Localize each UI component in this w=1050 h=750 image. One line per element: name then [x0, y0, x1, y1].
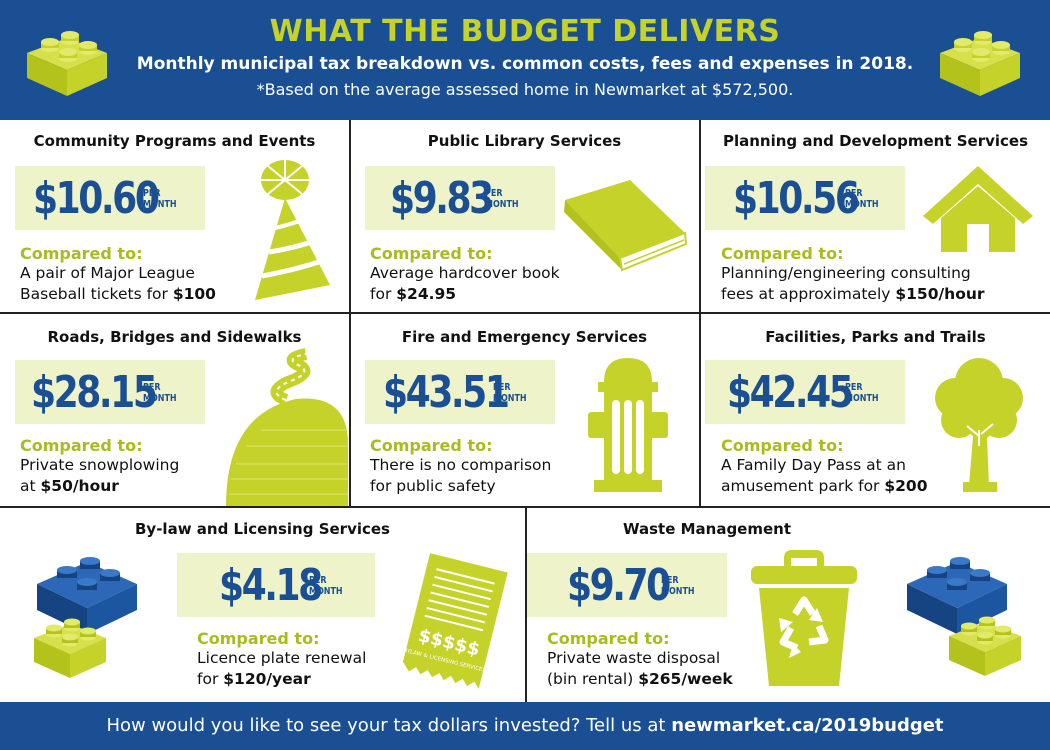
per-month-label: PER MONTH [845, 188, 879, 210]
divider [699, 120, 701, 508]
card-title: Planning and Development Services [722, 132, 1029, 150]
card-title: Facilities, Parks and Trails [765, 328, 986, 346]
compared-label: Compared to: [20, 436, 143, 455]
comparison-text: There is no comparison for public safety [370, 456, 552, 495]
page-subtitle: Monthly municipal tax breakdown vs. comm… [136, 54, 914, 74]
monthly-amount: $43.51 [383, 367, 510, 418]
lego-brick-icon-blue [907, 557, 1007, 634]
amount-box: $4.18 PER MONTH [177, 553, 375, 617]
per-month-label: PER MONTH [661, 575, 695, 597]
budget-card-community-programs: Community Programs and Events $10.60 PER… [0, 120, 349, 312]
card-title: Fire and Emergency Services [401, 328, 648, 346]
book-icon [564, 180, 688, 272]
party-hat-icon [255, 160, 330, 300]
amount-box: $9.83 PER MONTH [365, 166, 555, 230]
monthly-amount: $9.70 [567, 560, 671, 611]
lego-brick-icon-left [27, 31, 107, 96]
per-month-label: PER MONTH [485, 188, 519, 210]
comparison-text: Planning/engineering consulting fees at a… [721, 264, 985, 303]
per-month-label: PER MONTH [143, 382, 177, 404]
per-month-label: PER MONTH [845, 382, 879, 404]
compared-label: Compared to: [197, 629, 320, 648]
compared-label: Compared to: [370, 436, 493, 455]
tree-icon [935, 358, 1023, 492]
lego-brick-icon-right [940, 31, 1020, 96]
divider [349, 120, 351, 508]
compared-label: Compared to: [20, 244, 143, 263]
receipt-icon: $$$$$ BYLAW & LICENSING SERVICES [403, 553, 508, 689]
comparison-text: Licence plate renewal for $120/year [197, 649, 367, 688]
lego-brick-icon-lime [34, 618, 106, 678]
comparison-text: A Family Day Pass at an amusement park fo… [721, 456, 928, 495]
footer-banner: How would you like to see your tax dolla… [0, 702, 1050, 750]
comparison-text: A pair of Major League Baseball tickets f… [20, 264, 216, 303]
divider [525, 506, 527, 702]
monthly-amount: $4.18 [219, 560, 323, 611]
snow-hill-road-icon [226, 348, 348, 506]
budget-card-fire-emergency: Fire and Emergency Services $43.51 PER MO… [350, 314, 699, 506]
footer-prompt: How would you like to see your tax dolla… [106, 715, 672, 736]
card-title: Community Programs and Events [33, 132, 316, 150]
budget-card-public-library: Public Library Services $9.83 PER MONTH C… [350, 120, 699, 312]
compared-label: Compared to: [721, 436, 844, 455]
house-icon [923, 166, 1033, 252]
amount-box: $28.15 PER MONTH [15, 360, 205, 424]
budget-card-planning-development: Planning and Development Services $10.56… [701, 120, 1050, 312]
compared-label: Compared to: [547, 629, 670, 648]
budget-card-bylaw-licensing: By-law and Licensing Services $4.18 PER M… [0, 508, 525, 702]
card-title: Public Library Services [427, 132, 622, 150]
comparison-text: Private snowplowing at $50/hour [20, 456, 180, 495]
comparison-text: Average hardcover book for $24.95 [370, 264, 560, 303]
lego-brick-icon-lime [949, 616, 1021, 676]
page-note: *Based on the average assessed home in N… [256, 80, 794, 99]
budget-card-waste-management: Waste Management $9.70 PER MONTH Compared… [527, 508, 1050, 702]
card-title: By-law and Licensing Services [135, 520, 390, 538]
budget-link[interactable]: newmarket.ca/2019budget [671, 715, 944, 736]
card-title: Roads, Bridges and Sidewalks [47, 328, 302, 346]
monthly-amount: $9.83 [390, 173, 494, 224]
monthly-amount: $28.15 [31, 367, 158, 418]
fire-hydrant-icon [588, 358, 668, 492]
monthly-amount: $10.56 [733, 173, 860, 224]
per-month-label: PER MONTH [309, 575, 343, 597]
monthly-amount: $42.45 [727, 367, 854, 418]
amount-box: $42.45 PER MONTH [705, 360, 905, 424]
monthly-amount: $10.60 [33, 173, 160, 224]
compared-label: Compared to: [721, 244, 844, 263]
budget-card-facilities-parks: Facilities, Parks and Trails $42.45 PER M… [701, 314, 1050, 506]
amount-box: $9.70 PER MONTH [527, 553, 727, 617]
amount-box: $43.51 PER MONTH [365, 360, 555, 424]
budget-card-roads-bridges: Roads, Bridges and Sidewalks $28.15 PER M… [0, 314, 349, 506]
page-title: WHAT THE BUDGET DELIVERS [269, 14, 781, 49]
per-month-label: PER MONTH [143, 188, 177, 210]
comparison-text: Private waste disposal (bin rental) $265/… [547, 649, 733, 688]
divider [0, 312, 1050, 314]
amount-box: $10.60 PER MONTH [15, 166, 205, 230]
footer-cta: How would you like to see your tax dolla… [0, 715, 1050, 736]
recycle-bin-icon [751, 550, 857, 686]
per-month-label: PER MONTH [493, 382, 527, 404]
compared-label: Compared to: [370, 244, 493, 263]
amount-box: $10.56 PER MONTH [705, 166, 905, 230]
card-title: Waste Management [622, 520, 792, 538]
header-banner: WHAT THE BUDGET DELIVERS Monthly municip… [0, 0, 1050, 120]
